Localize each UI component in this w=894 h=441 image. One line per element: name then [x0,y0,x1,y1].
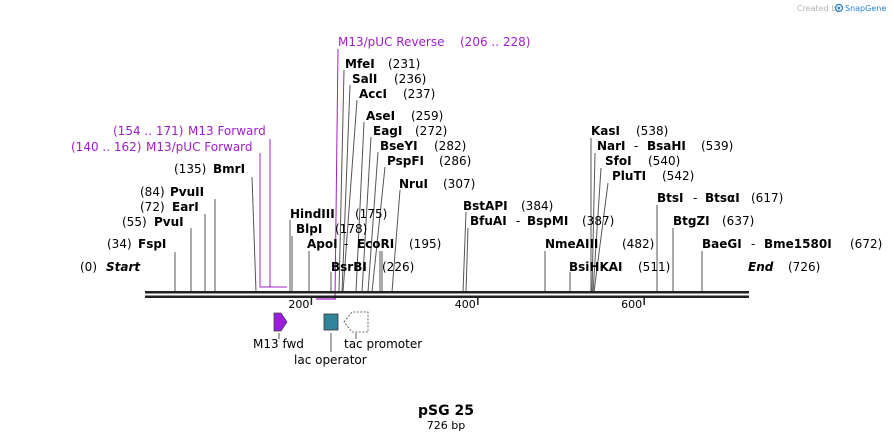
site-pos: (307) [443,177,475,191]
site-name: BtsI [657,191,684,205]
feature-label: lac operator [294,353,367,367]
features: M13 fwd lac operator tac promoter [253,311,422,367]
site-pos: (237) [403,87,435,101]
site-name: BlpI [296,222,322,236]
site-pos: (282) [434,139,466,153]
site-pos: (511) [638,260,670,274]
site-name: KasI [591,124,620,138]
site-pos: (286) [439,154,471,168]
brand-name: SnapGene [845,4,886,13]
site-pos: (538) [636,124,668,138]
tac-promoter-arrow-icon [343,311,369,333]
site-pos: (272) [415,124,447,138]
site-name: BstAPI [463,199,508,213]
svg-text:-: - [344,237,348,251]
primer-m13puc-reverse-range: (206 .. 228) [460,35,530,49]
site-name: PvuII [170,185,204,199]
svg-text:-: - [693,191,697,205]
site-name: EarI [172,200,199,214]
site-name: PvuI [154,215,184,229]
site-name: MfeI [345,57,375,71]
site-leaders [174,69,703,293]
scale-tick-label: 200 [288,298,309,311]
sequence-backbone [145,291,749,298]
snapgene-logo-icon [834,3,844,13]
site-pos: (482) [622,237,654,251]
site-pos: (672) [850,237,882,251]
site-name: BseYI [380,139,418,153]
site-name: FspI [138,237,166,251]
start-pos: (0) [80,260,97,274]
start-label: Start [106,260,141,274]
primer-m13-forward-name: M13 Forward [188,124,266,138]
lac-operator-box-icon [323,313,339,331]
site-pos: (84) [140,185,165,199]
primer-m13puc-reverse-name: M13/pUC Reverse [338,35,445,49]
site-pos: (259) [411,109,443,123]
end-label: End [748,260,774,274]
site-name: AccI [359,87,387,101]
site-name: NarI [597,139,626,153]
site-pos: (384) [521,199,553,213]
site-name: NruI [399,177,428,191]
svg-text:-: - [751,237,755,251]
site-pos: (542) [662,169,694,183]
feature-label: tac promoter [344,337,422,351]
feature-label: M13 fwd [253,337,304,351]
site-pos: (135) [174,162,206,176]
site-name: HindIII [290,207,335,221]
primer-m13-forward-range: (154 .. 171) [113,124,183,138]
site-pos: (55) [122,215,147,229]
site-name: PluTI [612,169,646,183]
site-name: ApoI [307,237,338,251]
site-pos: (387) [582,214,614,228]
credit-text: Created by [797,4,841,13]
restriction-sites: (34) FspI (55) PvuI (72) EarI (84) PvuII… [107,57,882,274]
site-name: EcoRI [357,237,394,251]
site-pos: (231) [388,57,420,71]
site-name: Bme1580I [764,237,832,251]
site-pos: (175) [355,207,387,221]
site-name: SalI [352,72,377,86]
site-name: BsiHKAI [569,260,623,274]
site-pos: (617) [751,191,783,205]
svg-text:-: - [516,214,520,228]
site-pos: (226) [382,260,414,274]
map-length: 726 bp [427,419,465,432]
scale-ticks: 200 400 600 [288,297,645,311]
site-pos: (236) [394,72,426,86]
site-pos: (540) [648,154,680,168]
m13-fwd-arrow-icon [273,312,288,332]
site-pos: (195) [409,237,441,251]
site-pos: (72) [140,200,165,214]
site-name: EagI [373,124,402,138]
site-name: BspMI [527,214,568,228]
site-pos: (539) [701,139,733,153]
site-name: BmrI [213,162,245,176]
site-pos: (637) [722,214,754,228]
site-name: BtsαI [705,191,740,205]
site-name: BsrBI [331,260,367,274]
site-name: BaeGI [702,237,742,251]
site-name: BfuAI [470,214,507,228]
site-name: PspFI [387,154,424,168]
site-name: BtgZI [673,214,710,228]
site-name: BsaHI [647,139,686,153]
end-pos: (726) [788,260,820,274]
site-name: NmeAIII [545,237,598,251]
site-name: AseI [366,109,395,123]
site-pos: (178) [335,222,367,236]
svg-text:-: - [634,139,638,153]
site-name: SfoI [605,154,632,168]
site-pos: (34) [107,237,132,251]
scale-tick-label: 600 [621,298,642,311]
map-title: pSG 25 [418,403,474,419]
primer-m13puc-forward-name: M13/pUC Forward [146,140,253,154]
primer-m13puc-forward-range: (140 .. 162) [71,140,141,154]
scale-tick-label: 400 [455,298,476,311]
